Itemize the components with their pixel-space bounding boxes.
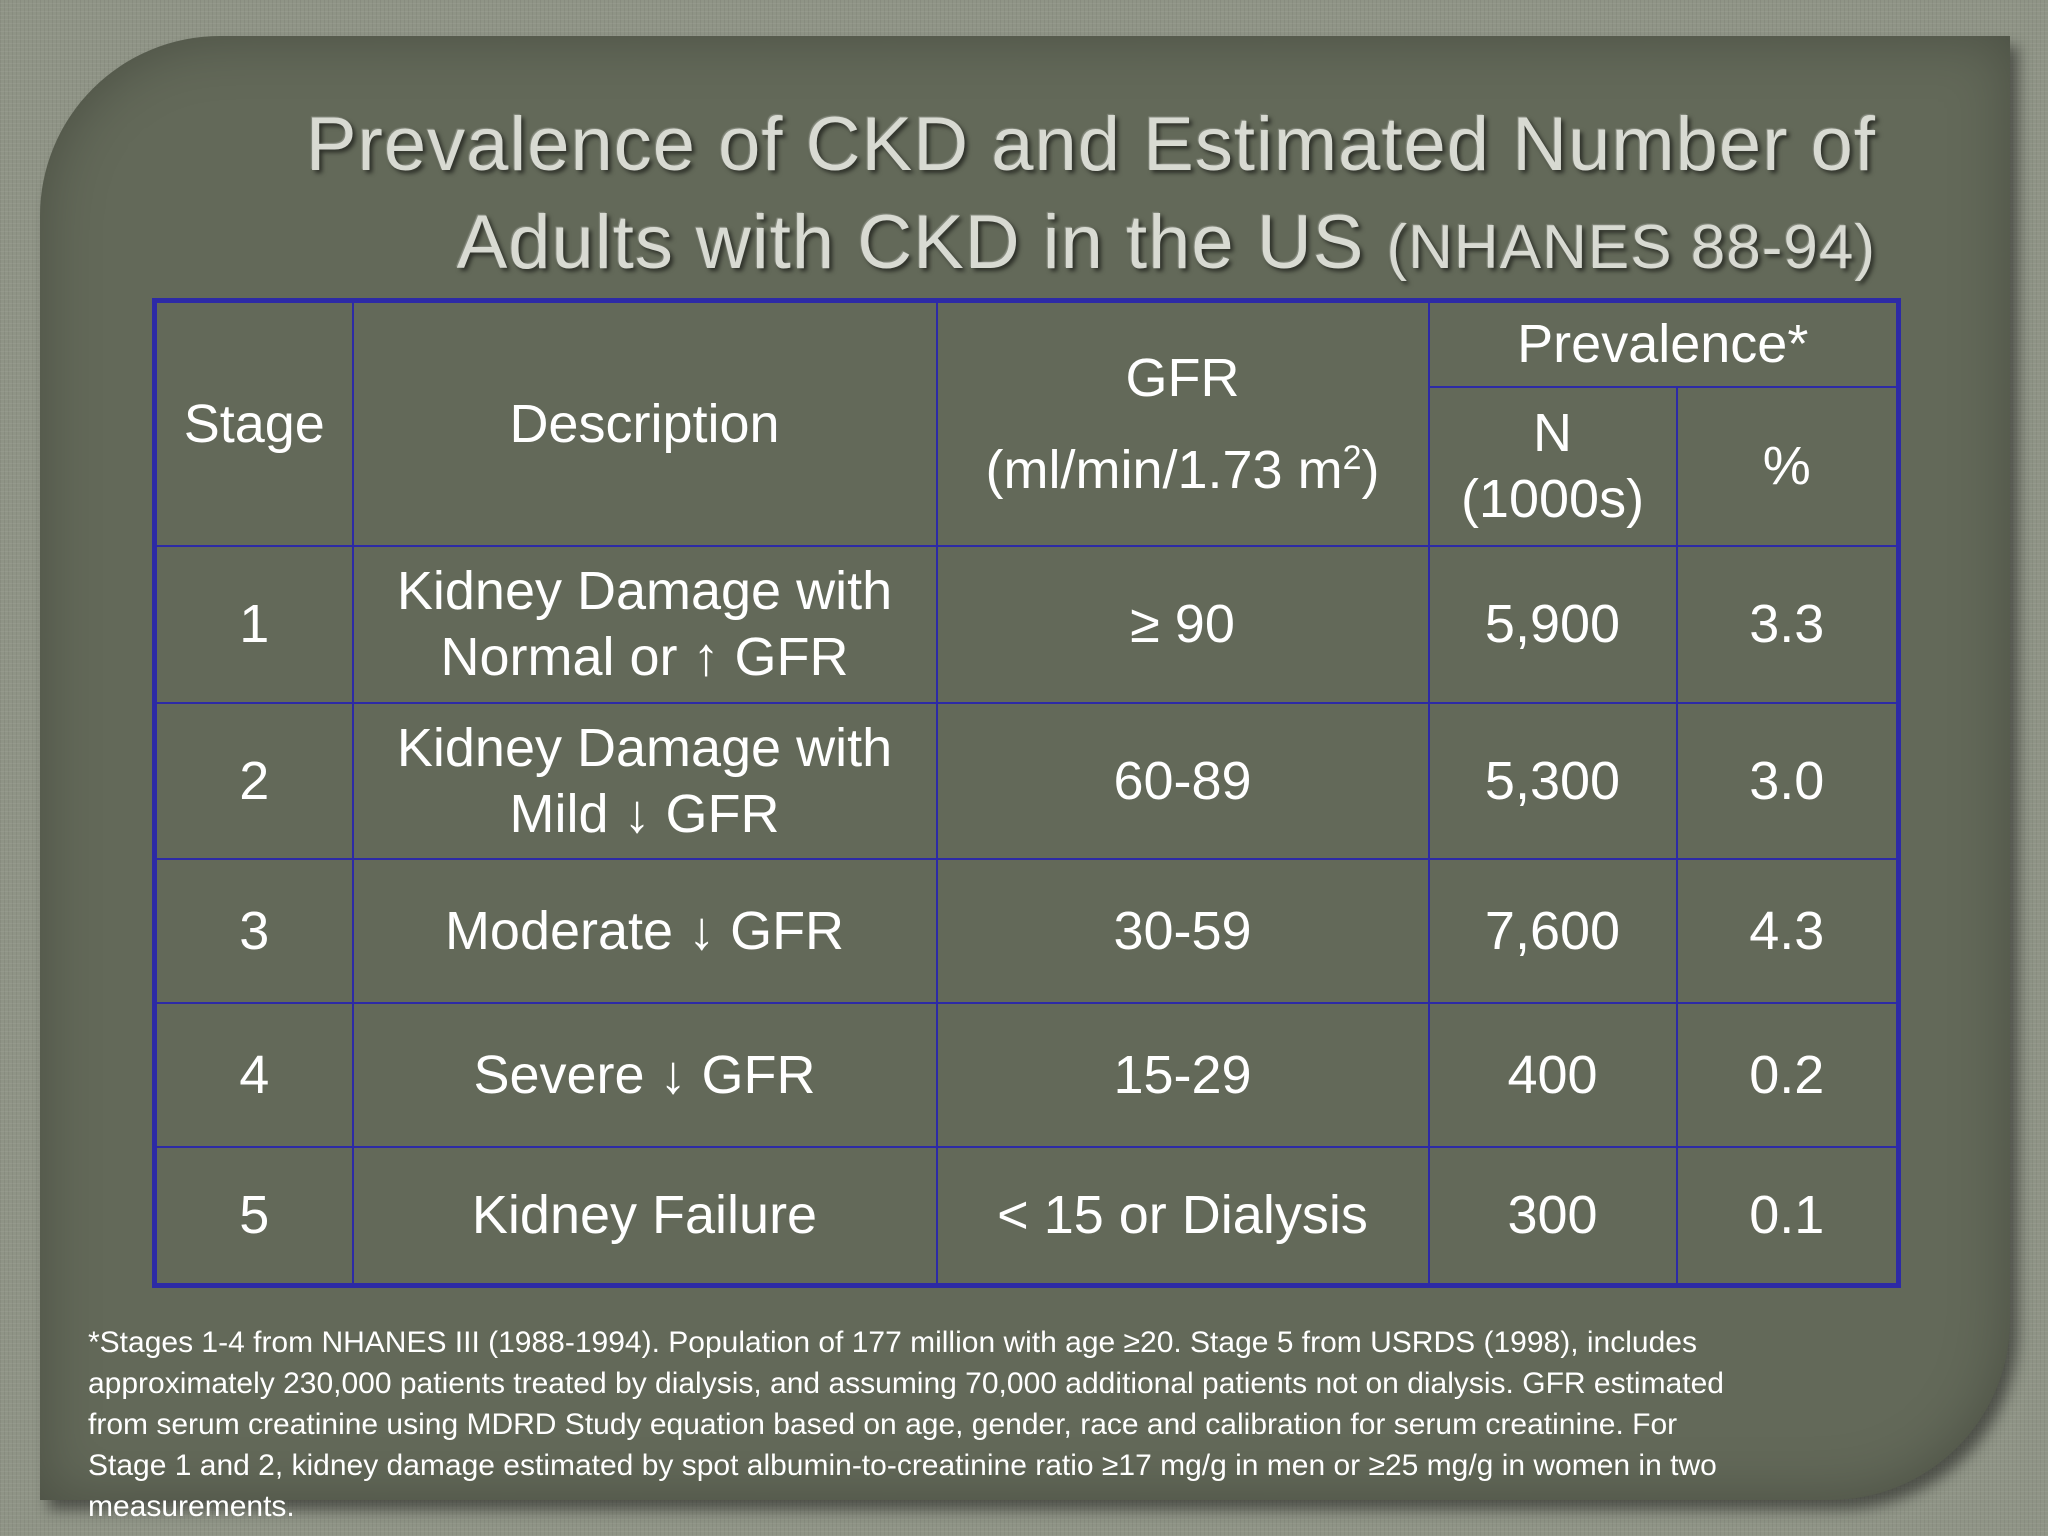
footnote-line-2: approximately 230,000 patients treated b…: [88, 1367, 1724, 1400]
cell-description-line-1: Kidney Damage with: [396, 717, 893, 778]
header-gfr-unit-text: (ml/min/1.73 m: [985, 439, 1343, 500]
header-gfr-label: GFR: [1125, 347, 1240, 408]
title-line-1: Prevalence of CKD and Estimated Number o…: [305, 102, 1876, 187]
cell-stage: 2: [153, 701, 354, 861]
cell-n: 400: [1427, 1002, 1678, 1148]
cell-gfr: 15-29: [935, 1002, 1430, 1148]
cell-gfr: < 15 or Dialysis: [935, 1145, 1430, 1287]
header-gfr-unit-close: ): [1361, 439, 1380, 500]
table-row: 2 Kidney Damage with Mild ↓ GFR 60-89 5,…: [153, 701, 1900, 861]
table-row: 4 Severe ↓ GFR 15-29 400 0.2: [153, 1002, 1900, 1148]
cell-percent: 0.2: [1675, 1002, 1900, 1148]
footnote-line-3: from serum creatinine using MDRD Study e…: [88, 1408, 1678, 1441]
cell-description: Severe ↓ GFR: [351, 1002, 938, 1148]
title-line-2: Adults with CKD in the US (NHANES 88-94): [200, 194, 1876, 297]
cell-gfr: 30-59: [935, 858, 1430, 1005]
cell-n: 5,900: [1427, 544, 1678, 704]
footnote-line-4: Stage 1 and 2, kidney damage estimated b…: [88, 1449, 1717, 1482]
header-gfr: GFR (ml/min/1.73 m2): [935, 299, 1430, 547]
header-stage: Stage: [153, 299, 354, 547]
header-gfr-unit-sup: 2: [1342, 438, 1362, 477]
cell-n: 5,300: [1427, 701, 1678, 861]
cell-n: 7,600: [1427, 858, 1678, 1005]
cell-percent: 3.0: [1675, 701, 1900, 861]
header-n-unit: (1000s): [1460, 469, 1645, 530]
cell-description-line-2: Mild ↓ GFR: [509, 783, 780, 844]
cell-stage: 3: [153, 858, 354, 1005]
footnote: *Stages 1-4 from NHANES III (1988-1994).…: [88, 1322, 1988, 1527]
cell-description: Kidney Failure: [351, 1145, 938, 1287]
title-line-2-main: Adults with CKD in the US: [456, 200, 1387, 285]
table-header-row-2: N (1000s) %: [155, 385, 1900, 547]
table-row: 3 Moderate ↓ GFR 30-59 7,600 4.3: [153, 858, 1900, 1005]
cell-percent: 3.3: [1675, 544, 1900, 704]
cell-gfr: ≥ 90: [935, 544, 1430, 704]
cell-stage: 4: [153, 1002, 354, 1148]
cell-description-line-2: Normal or ↑ GFR: [440, 627, 849, 688]
header-description: Description: [351, 299, 938, 547]
footnote-line-1: *Stages 1-4 from NHANES III (1988-1994).…: [88, 1326, 1697, 1359]
cell-stage: 5: [153, 1145, 354, 1287]
table-row: 5 Kidney Failure < 15 or Dialysis 300 0.…: [153, 1145, 1900, 1287]
ckd-prevalence-table: Stage Description GFR (ml/min/1.73 m2) P…: [152, 298, 1901, 1288]
cell-description: Kidney Damage with Mild ↓ GFR: [351, 701, 938, 861]
cell-n: 300: [1427, 1145, 1678, 1287]
cell-description: Moderate ↓ GFR: [351, 858, 938, 1005]
header-gfr-unit: (ml/min/1.73 m2): [944, 425, 1422, 503]
cell-stage: 1: [153, 544, 354, 704]
header-n-label: N: [1533, 403, 1572, 464]
cell-description-line-1: Kidney Damage with: [396, 561, 893, 622]
footnote-line-5: measurements.: [88, 1490, 295, 1523]
header-prevalence: Prevalence*: [1427, 299, 1900, 388]
header-percent: %: [1675, 385, 1900, 547]
title-line-2-source: (NHANES 88-94): [1386, 213, 1876, 282]
cell-percent: 0.1: [1675, 1145, 1900, 1287]
cell-percent: 4.3: [1675, 858, 1900, 1005]
table-row: 1 Kidney Damage with Normal or ↑ GFR ≥ 9…: [153, 544, 1900, 704]
cell-description: Kidney Damage with Normal or ↑ GFR: [351, 544, 938, 704]
header-n: N (1000s): [1427, 385, 1678, 547]
slide-title: Prevalence of CKD and Estimated Number o…: [200, 96, 1876, 297]
table-header-row-1: Stage Description GFR (ml/min/1.73 m2) P…: [153, 299, 1900, 547]
cell-gfr: 60-89: [935, 701, 1430, 861]
